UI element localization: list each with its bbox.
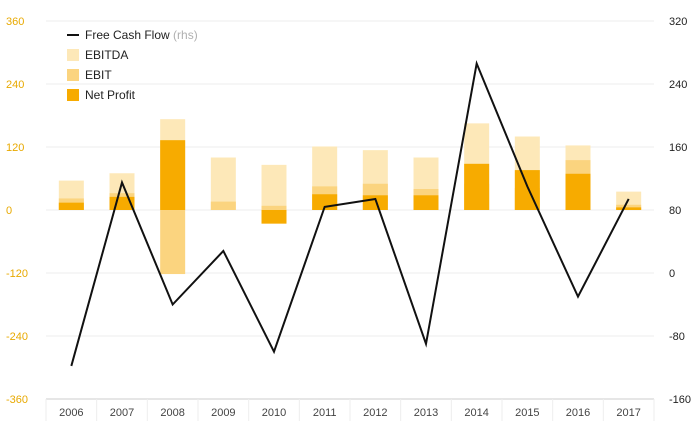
x-tick-label: 2015: [515, 407, 539, 419]
right-tick-label: 80: [669, 205, 681, 217]
left-tick-label: 120: [6, 142, 24, 154]
right-tick-label: -80: [669, 331, 685, 343]
fcf-line: [70, 59, 630, 367]
bar-net-profit: [160, 140, 186, 210]
bar-net-profit: [362, 195, 388, 210]
right-tick-label: -160: [669, 394, 691, 406]
x-tick-label: 2011: [313, 407, 337, 419]
legend-swatch-ebit: [67, 69, 79, 81]
bar-net-profit: [261, 210, 287, 224]
left-tick-label: -120: [6, 268, 28, 280]
bar-ebit: [210, 201, 236, 210]
legend-label-fcf-suffix: (rhs): [173, 28, 198, 42]
left-tick-label: 360: [6, 16, 24, 28]
right-tick-label: 160: [669, 142, 687, 154]
left-tick-label: 0: [6, 205, 12, 217]
x-tick-label: 2006: [59, 407, 83, 419]
legend: Free Cash Flow (rhs) EBITDA EBIT Net Profit: [67, 28, 198, 102]
x-tick-label: 2017: [616, 407, 640, 419]
x-tick-label: 2012: [363, 407, 387, 419]
x-tick-label: 2009: [211, 407, 235, 419]
axes: 360 240 120 0 -120 -240 -360 320 240 160 80 0 -80 -16…: [6, 16, 691, 421]
bar-net-profit: [464, 163, 490, 210]
bar-ebitda: [210, 157, 236, 210]
left-tick-label: -240: [6, 331, 28, 343]
left-tick-label: -360: [6, 394, 28, 406]
x-tick-label: 2007: [110, 407, 134, 419]
fcf-line-layer: [70, 59, 630, 367]
right-tick-label: 0: [669, 268, 675, 280]
legend-label-fcf: Free Cash Flow (rhs): [85, 28, 198, 42]
bar-ebitda: [261, 164, 287, 210]
legend-swatch-ebitda: [67, 49, 79, 61]
grid-lines: [46, 20, 654, 400]
bar-ebit: [261, 205, 287, 210]
bar-net-profit: [616, 207, 642, 210]
right-tick-label: 320: [669, 16, 687, 28]
right-tick-label: 240: [669, 79, 687, 91]
left-tick-label: 240: [6, 79, 24, 91]
legend-label-ebit: EBIT: [85, 68, 112, 82]
legend-swatch-net-profit: [67, 89, 79, 101]
x-tick-label: 2014: [464, 407, 488, 419]
x-tick-label: 2013: [414, 407, 438, 419]
bar-ebit: [160, 210, 186, 275]
legend-label-ebitda: EBITDA: [85, 48, 128, 62]
bar-net-profit: [565, 173, 591, 210]
x-tick-label: 2010: [262, 407, 286, 419]
bar-net-profit: [58, 202, 84, 210]
legend-label-net-profit: Net Profit: [85, 88, 136, 102]
x-tick-label: 2016: [566, 407, 590, 419]
bar-net-profit: [413, 195, 439, 210]
x-tick-label: 2008: [160, 407, 184, 419]
bars: [58, 119, 642, 275]
